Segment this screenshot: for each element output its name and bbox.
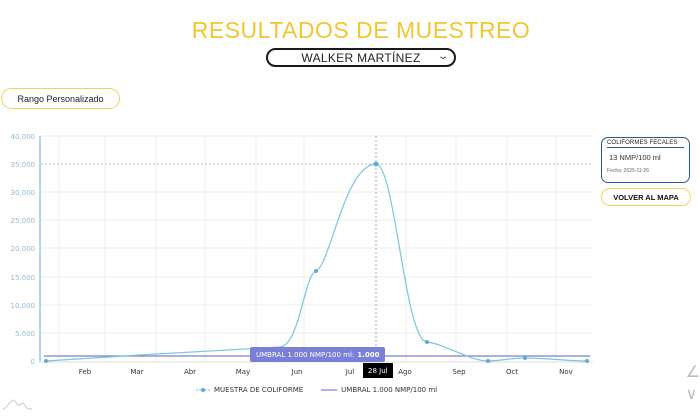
info-card-date: Fecha: 2025-11-26: [607, 168, 649, 174]
y-axis-labels: 40.000 35.000 30.000 25.000 20.000 15.00…: [11, 133, 36, 366]
chart-tooltip: UMBRAL 1.000 NMP/100 ml: 1.000: [250, 347, 386, 362]
x-axis-labels: Feb Mar Abr May Jun Jul Ago Sep Oct Nov: [79, 368, 573, 376]
svg-text:Mar: Mar: [130, 368, 143, 376]
svg-text:Ago: Ago: [398, 368, 412, 376]
chart-legend: MUESTRA DE COLIFORME UMBRAL 1.000 NMP/10…: [196, 386, 437, 394]
svg-text:10.000: 10.000: [11, 302, 36, 310]
back-to-map-button[interactable]: VOLVER AL MAPA: [601, 188, 691, 206]
svg-text:Feb: Feb: [79, 368, 92, 376]
legend-item-threshold[interactable]: UMBRAL 1.000 NMP/100 ml: [321, 386, 437, 394]
svg-text:5.000: 5.000: [15, 330, 35, 338]
x-gridlines: [58, 136, 557, 361]
svg-text:Jul: Jul: [345, 368, 355, 376]
svg-text:May: May: [236, 368, 250, 376]
line-chart: 40.000 35.000 30.000 25.000 20.000 15.00…: [11, 133, 593, 376]
svg-text:0: 0: [31, 358, 35, 366]
custom-range-button[interactable]: Rango Personalizado: [1, 88, 120, 109]
svg-text:35.000: 35.000: [11, 161, 36, 169]
sample-line: [45, 163, 588, 362]
site-select-value: WALKER MARTÍNEZ: [301, 50, 421, 65]
info-card-heading: COLIFORMES FECALES: [607, 140, 684, 148]
edge-arrow-icon: ∠ ∨: [685, 364, 700, 403]
site-select[interactable]: WALKER MARTÍNEZ ⌄: [266, 48, 456, 67]
legend-label: UMBRAL 1.000 NMP/100 ml: [341, 386, 438, 394]
y-gridlines: [41, 135, 593, 334]
x-crosshair-label: 28 Jul: [363, 363, 393, 378]
sample-points: [44, 161, 589, 363]
svg-text:Nov: Nov: [559, 368, 573, 376]
legend-sample-marker-icon: [196, 388, 210, 392]
svg-text:Jun: Jun: [291, 368, 303, 376]
legend-item-sample[interactable]: MUESTRA DE COLIFORME: [196, 386, 303, 394]
page-title: RESULTADOS DE MUESTREO: [191, 17, 531, 43]
coliform-info-card: COLIFORMES FECALES 13 NMP/100 ml Fecha: …: [601, 137, 690, 183]
info-card-value: 13 NMP/100 ml: [609, 153, 661, 162]
svg-text:Abr: Abr: [184, 368, 196, 376]
svg-text:Sep: Sep: [452, 368, 466, 376]
svg-text:15.000: 15.000: [11, 274, 36, 282]
chevron-down-icon: ⌄: [437, 51, 450, 62]
legend-label: MUESTRA DE COLIFORME: [214, 386, 304, 394]
svg-text:40.000: 40.000: [11, 133, 36, 141]
chart-navigator-thumbnail[interactable]: [0, 390, 40, 417]
svg-text:Oct: Oct: [506, 368, 518, 376]
svg-text:30.000: 30.000: [11, 189, 36, 197]
tooltip-value: 1.000: [357, 350, 380, 359]
svg-text:20.000: 20.000: [11, 245, 36, 253]
tooltip-label: UMBRAL 1.000 NMP/100 ml:: [256, 350, 355, 359]
legend-threshold-line-icon: [321, 389, 338, 391]
svg-text:25.000: 25.000: [11, 217, 36, 225]
